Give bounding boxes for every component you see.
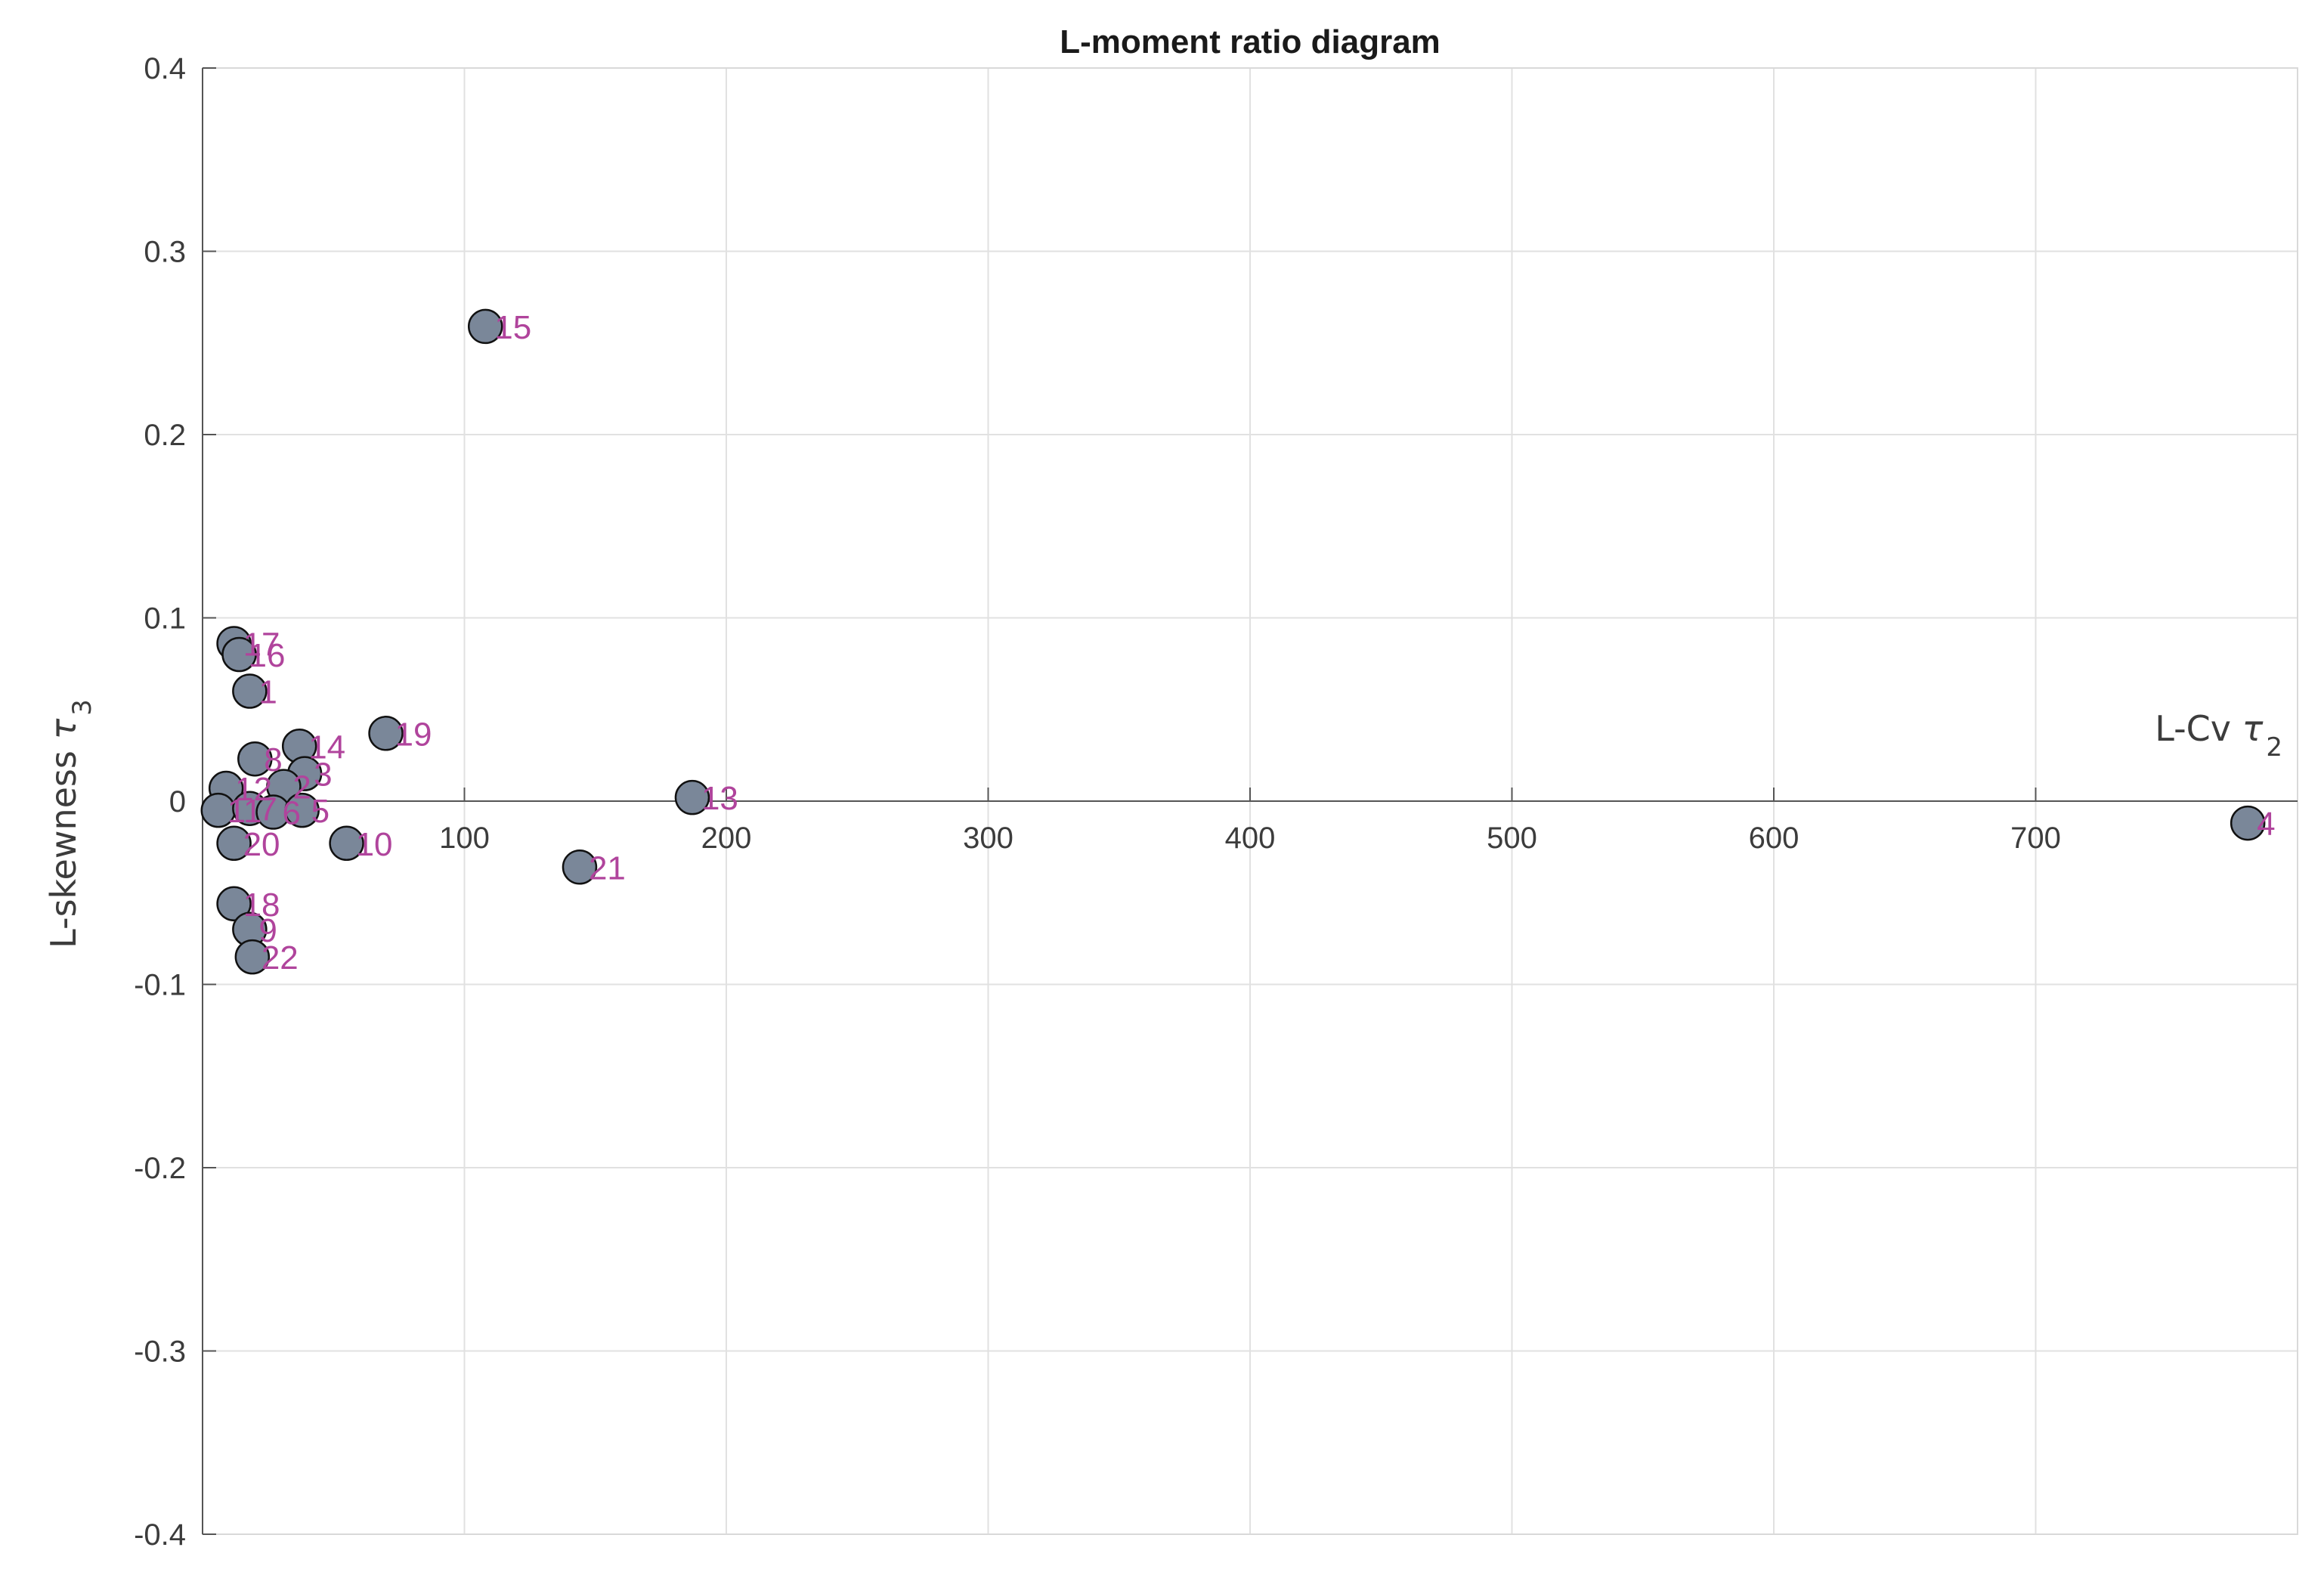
y-tick-label: -0.4 bbox=[134, 1518, 186, 1552]
y-axis-ticks: -0.4 -0.3 -0.2 -0.1 0 0.1 0.2 0.3 0.4 bbox=[134, 52, 216, 1552]
point-label-8: 8 bbox=[264, 741, 282, 778]
point-label-18: 18 bbox=[243, 887, 280, 924]
marker-10 bbox=[329, 825, 364, 862]
point-label-9: 9 bbox=[258, 912, 277, 949]
y-axis-label-symbol: τ bbox=[43, 719, 84, 740]
point-label-13: 13 bbox=[701, 780, 738, 817]
marker-1 bbox=[232, 673, 268, 709]
marker-8 bbox=[237, 741, 273, 777]
point-label-5: 5 bbox=[311, 793, 330, 830]
x-tick-label: 700 bbox=[2010, 822, 2061, 855]
y-axis-label-main: L-skewness bbox=[43, 740, 84, 949]
y-tick-label: -0.2 bbox=[134, 1152, 186, 1185]
point-label-3: 3 bbox=[314, 757, 332, 794]
x-tick-label: 600 bbox=[1749, 822, 1799, 855]
marker-16 bbox=[221, 636, 257, 673]
marker-13 bbox=[674, 779, 710, 815]
y-tick-label: 0.2 bbox=[144, 419, 186, 452]
x-tick-label: 500 bbox=[1487, 822, 1537, 855]
point-label-4: 4 bbox=[2257, 806, 2275, 843]
marker-20 bbox=[216, 825, 252, 862]
marker-21 bbox=[562, 849, 598, 885]
y-tick-label: 0 bbox=[169, 785, 186, 819]
markers bbox=[200, 308, 2266, 975]
y-tick-label: -0.1 bbox=[134, 969, 186, 1002]
y-axis-label: L-skewness τ 3 bbox=[43, 699, 97, 949]
y-axis-label-sub: 3 bbox=[67, 699, 97, 716]
point-label-15: 15 bbox=[494, 309, 531, 346]
y-tick-label: 0.3 bbox=[144, 236, 186, 269]
x-axis-label-main: L-Cv bbox=[2155, 708, 2242, 749]
point-label-11: 11 bbox=[227, 793, 262, 830]
point-label-22: 22 bbox=[261, 939, 299, 976]
marker-5 bbox=[284, 792, 320, 828]
x-tick-label: 200 bbox=[701, 822, 752, 855]
marker-4 bbox=[2230, 805, 2266, 841]
marker-18 bbox=[216, 886, 252, 922]
point-label-2: 2 bbox=[292, 769, 311, 806]
point-label-20: 20 bbox=[243, 826, 280, 863]
point-label-14: 14 bbox=[308, 729, 345, 766]
x-tick-label: 300 bbox=[963, 822, 1013, 855]
point-label-1: 1 bbox=[258, 674, 277, 711]
x-axis-label-sub: 2 bbox=[2266, 732, 2282, 763]
x-axis-label-symbol: τ bbox=[2242, 708, 2264, 749]
point-label-10: 10 bbox=[356, 826, 393, 863]
point-label-12: 12 bbox=[235, 771, 272, 808]
y-tick-label: -0.3 bbox=[134, 1335, 186, 1369]
point-label-7: 7 bbox=[258, 791, 277, 828]
point-label-21: 21 bbox=[589, 849, 626, 887]
marker-15 bbox=[467, 308, 503, 345]
point-label-6: 6 bbox=[283, 795, 301, 832]
marker-19 bbox=[368, 716, 404, 751]
x-axis-ticks: 100 200 300 400 500 600 700 bbox=[439, 788, 2061, 855]
point-label-17: 17 bbox=[243, 626, 280, 663]
x-tick-label: 400 bbox=[1225, 822, 1276, 855]
marker-22 bbox=[234, 939, 271, 975]
chart-title: L-moment ratio diagram bbox=[1060, 23, 1441, 60]
y-tick-label: 0.4 bbox=[144, 52, 186, 85]
x-tick-label: 100 bbox=[439, 822, 490, 855]
y-tick-label: 0.1 bbox=[144, 602, 186, 636]
point-label-16: 16 bbox=[249, 637, 286, 674]
point-label-19: 19 bbox=[395, 716, 432, 753]
